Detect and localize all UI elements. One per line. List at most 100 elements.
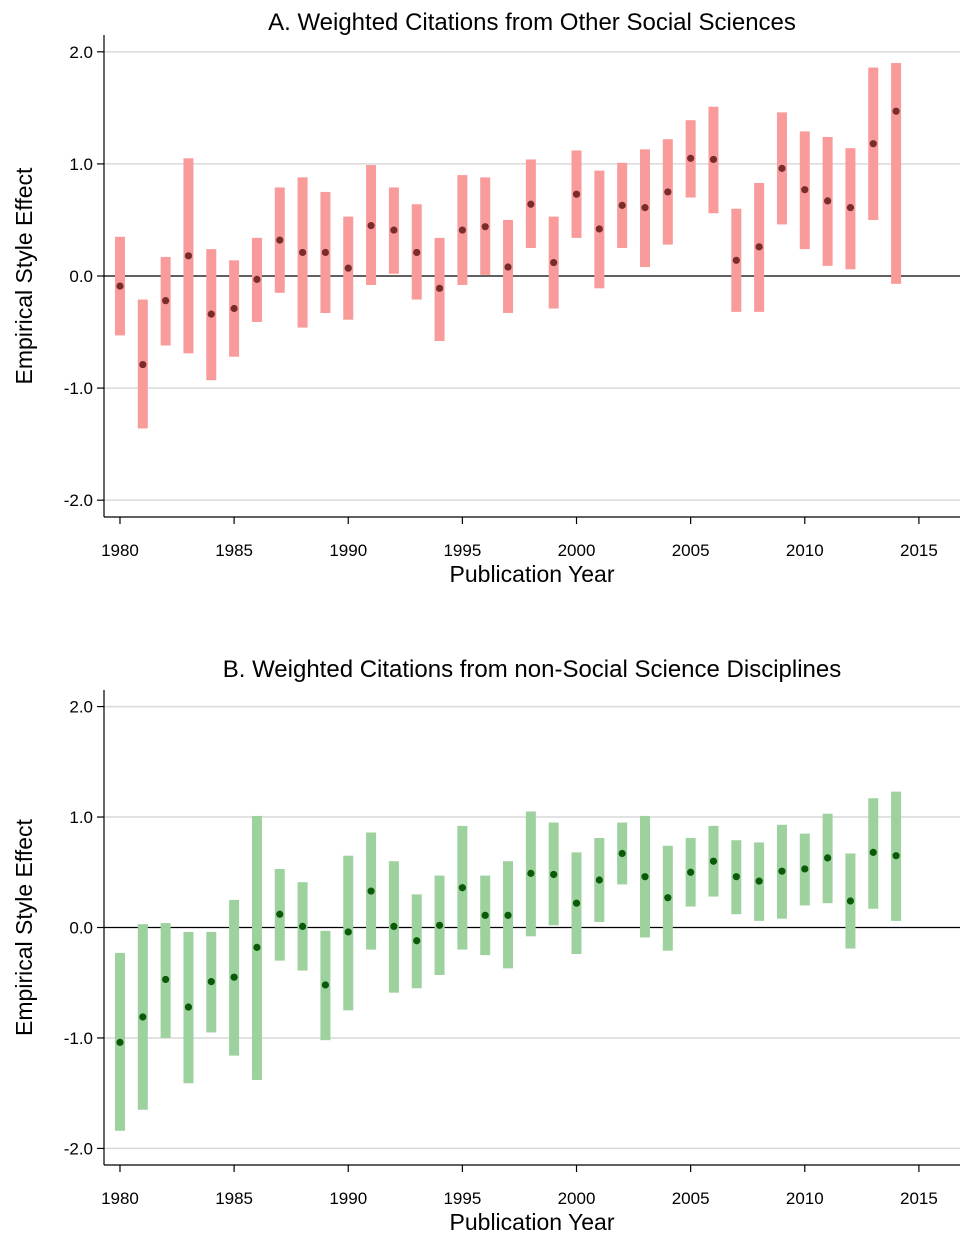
point-estimate [321, 981, 330, 989]
point-estimate [413, 248, 421, 257]
y-tick-label: 2.0 [69, 698, 93, 717]
point-estimate [458, 884, 466, 892]
point-estimate [892, 107, 900, 115]
x-tick-label: 1990 [329, 1189, 367, 1208]
point-estimate [572, 899, 581, 907]
point-estimate [687, 154, 695, 162]
point-estimate [732, 873, 740, 881]
point-estimate [116, 282, 124, 290]
point-estimate [390, 226, 398, 234]
point-estimate [207, 310, 215, 318]
y-tick-label: -1.0 [64, 1029, 93, 1048]
y-tick-label: 1.0 [69, 155, 93, 174]
point-estimate [572, 190, 581, 198]
point-estimate [869, 140, 877, 148]
y-axis-label: Empirical Style Effect [11, 167, 37, 384]
point-estimate [824, 197, 832, 205]
point-estimate [207, 978, 215, 986]
x-tick-label: 1995 [443, 1189, 481, 1208]
point-estimate [550, 258, 558, 267]
y-axis-label: Empirical Style Effect [11, 818, 37, 1035]
x-tick-label: 2005 [672, 1189, 710, 1208]
point-estimate [390, 922, 398, 930]
point-estimate [778, 867, 786, 875]
point-estimate [298, 248, 307, 257]
point-estimate [550, 870, 558, 879]
x-tick-label: 1980 [101, 541, 139, 560]
point-estimate [846, 204, 855, 212]
point-estimate [641, 204, 649, 212]
point-estimate [687, 868, 695, 876]
point-estimate [413, 937, 421, 945]
y-tick-label: 1.0 [69, 808, 93, 827]
point-estimate [778, 164, 786, 172]
point-estimate [276, 910, 284, 918]
panel-a: A. Weighted Citations from Other Social … [11, 9, 960, 587]
point-estimate [824, 854, 832, 862]
point-estimate [641, 873, 649, 881]
point-estimate [230, 304, 238, 313]
point-estimate [184, 1003, 193, 1011]
x-tick-label: 2005 [672, 541, 710, 560]
point-estimate [846, 897, 855, 905]
point-estimate [367, 221, 375, 230]
x-tick-label: 2000 [558, 541, 596, 560]
point-estimate [618, 849, 626, 858]
point-estimate [755, 243, 763, 251]
x-tick-label: 1980 [101, 1189, 139, 1208]
point-estimate [595, 225, 603, 233]
point-estimate [618, 201, 626, 209]
point-estimate [139, 360, 147, 369]
point-estimate [527, 200, 535, 208]
x-tick-label: 2000 [558, 1189, 596, 1208]
point-estimate [801, 865, 809, 873]
point-estimate [801, 186, 809, 194]
y-tick-label: -2.0 [64, 1139, 93, 1158]
point-estimate [321, 248, 330, 257]
point-estimate [458, 226, 466, 234]
point-estimate [162, 297, 170, 305]
x-tick-label: 2015 [900, 1189, 938, 1208]
point-estimate [344, 264, 352, 272]
chart-title: A. Weighted Citations from Other Social … [268, 9, 796, 36]
point-estimate [481, 911, 489, 919]
y-tick-label: -2.0 [64, 491, 93, 510]
point-estimate [664, 188, 672, 196]
x-tick-label: 1990 [329, 541, 367, 560]
x-tick-label: 1985 [215, 541, 253, 560]
x-tick-label: 2010 [786, 1189, 824, 1208]
point-estimate [253, 275, 261, 283]
point-estimate [755, 877, 763, 885]
point-estimate [527, 869, 535, 877]
point-estimate [230, 973, 238, 981]
point-estimate [869, 848, 877, 856]
point-estimate [253, 943, 261, 951]
point-estimate [709, 155, 718, 164]
x-tick-label: 1985 [215, 1189, 253, 1208]
point-estimate [139, 1013, 147, 1021]
point-estimate [162, 975, 170, 984]
point-estimate [116, 1038, 124, 1046]
point-estimate [595, 876, 603, 884]
point-estimate [481, 223, 489, 231]
x-axis-label: Publication Year [450, 561, 615, 587]
chart-title: B. Weighted Citations from non-Social Sc… [223, 656, 842, 683]
y-tick-label: -1.0 [64, 379, 93, 398]
point-estimate [504, 911, 512, 919]
ci-bar [891, 63, 902, 284]
x-tick-label: 2010 [786, 541, 824, 560]
x-tick-label: 2015 [900, 541, 938, 560]
point-estimate [709, 857, 718, 865]
x-tick-label: 1995 [443, 541, 481, 560]
point-estimate [184, 252, 193, 260]
point-estimate [435, 284, 444, 292]
point-estimate [732, 256, 740, 264]
point-estimate [298, 922, 307, 930]
y-tick-label: 0.0 [69, 267, 93, 286]
y-tick-label: 2.0 [69, 43, 93, 62]
point-estimate [892, 852, 900, 860]
y-tick-label: 0.0 [69, 919, 93, 938]
point-estimate [344, 928, 352, 936]
panel-b: B. Weighted Citations from non-Social Sc… [11, 656, 960, 1235]
